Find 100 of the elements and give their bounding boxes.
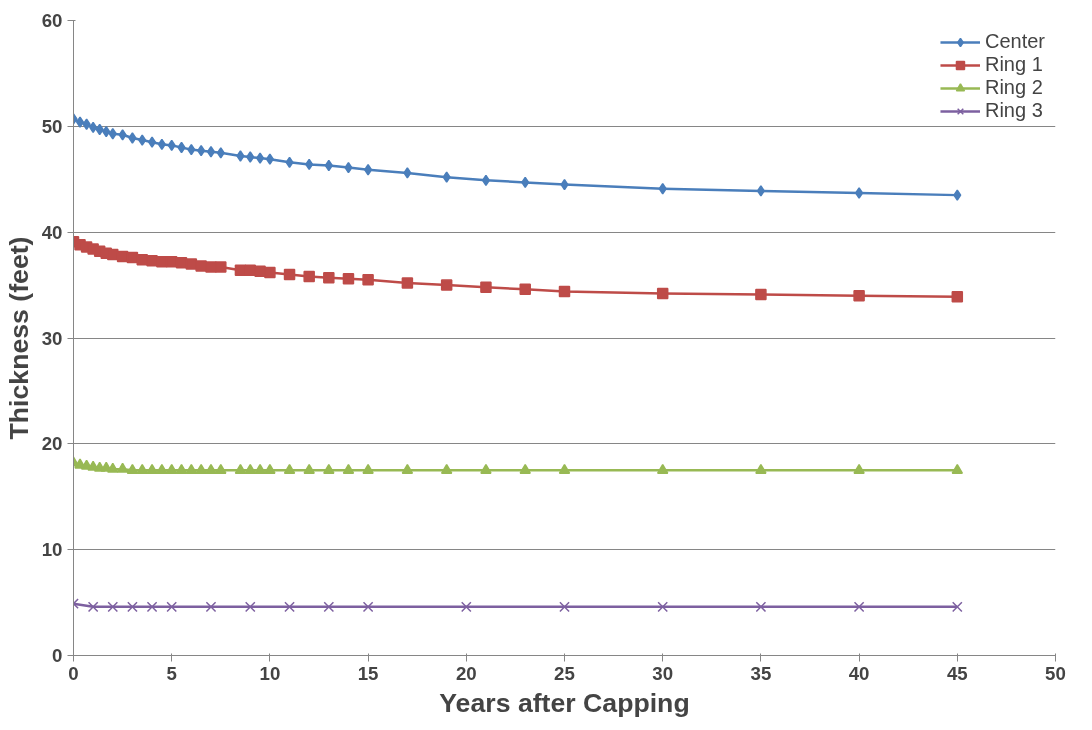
point bbox=[853, 463, 865, 474]
point bbox=[205, 463, 217, 474]
point bbox=[156, 463, 168, 474]
point bbox=[195, 260, 207, 272]
point bbox=[481, 174, 491, 187]
x-tick-label: 20 bbox=[455, 662, 477, 684]
point bbox=[256, 152, 265, 164]
point bbox=[519, 463, 531, 474]
point bbox=[244, 601, 256, 613]
point bbox=[755, 463, 767, 474]
point bbox=[303, 270, 315, 283]
point bbox=[303, 463, 315, 474]
point bbox=[234, 463, 247, 474]
x-tick-label: 35 bbox=[750, 662, 772, 684]
point bbox=[519, 283, 531, 296]
point bbox=[342, 463, 355, 474]
legend-label: Ring 2 bbox=[984, 76, 1043, 99]
point bbox=[82, 118, 91, 130]
point bbox=[195, 463, 207, 474]
point bbox=[264, 463, 276, 474]
point bbox=[205, 601, 217, 613]
x-axis-title: Years after Capping bbox=[439, 687, 690, 718]
point bbox=[362, 274, 374, 286]
point bbox=[853, 601, 865, 613]
y-tick-label: 50 bbox=[41, 115, 63, 137]
point bbox=[128, 132, 137, 144]
point bbox=[755, 601, 767, 613]
point bbox=[215, 463, 227, 474]
x-tick-label: 15 bbox=[357, 662, 379, 684]
point bbox=[401, 463, 414, 474]
point bbox=[246, 151, 255, 163]
x-tick-label: 10 bbox=[259, 662, 281, 684]
point bbox=[175, 463, 188, 474]
point bbox=[401, 277, 414, 289]
point bbox=[205, 261, 217, 273]
point bbox=[460, 601, 472, 613]
point bbox=[323, 463, 335, 474]
point bbox=[853, 289, 865, 302]
point bbox=[756, 185, 765, 197]
legend-label: Center bbox=[984, 30, 1045, 53]
point bbox=[215, 261, 227, 273]
y-tick-label: 0 bbox=[52, 645, 63, 666]
y-tick-label: 60 bbox=[41, 10, 63, 31]
point bbox=[657, 601, 669, 613]
point bbox=[855, 187, 864, 199]
y-tick-label: 20 bbox=[41, 433, 63, 455]
x-tick-label: 5 bbox=[166, 662, 177, 684]
point bbox=[656, 287, 669, 300]
y-axis-title: Thickness (feet) bbox=[3, 236, 34, 440]
point bbox=[126, 463, 139, 474]
y-tick-label: 10 bbox=[41, 539, 63, 561]
point bbox=[284, 601, 295, 613]
point bbox=[146, 463, 158, 474]
x-tick-label: 40 bbox=[848, 662, 870, 684]
point bbox=[147, 136, 157, 148]
point bbox=[323, 601, 335, 613]
y-tick-label: 40 bbox=[41, 221, 63, 243]
point bbox=[953, 189, 962, 201]
point bbox=[138, 134, 147, 146]
point bbox=[442, 171, 451, 183]
point bbox=[559, 601, 570, 613]
point bbox=[116, 462, 129, 473]
point bbox=[480, 463, 492, 474]
point bbox=[254, 463, 266, 474]
point bbox=[658, 183, 667, 195]
point bbox=[951, 290, 964, 303]
y-tick-label: 30 bbox=[41, 327, 63, 349]
point bbox=[558, 285, 571, 298]
point bbox=[175, 257, 188, 269]
point bbox=[440, 279, 453, 291]
point bbox=[656, 463, 669, 474]
x-tick-label: 25 bbox=[554, 662, 575, 684]
point bbox=[951, 463, 964, 474]
point bbox=[342, 272, 355, 285]
point bbox=[166, 601, 178, 613]
point bbox=[440, 463, 453, 474]
point bbox=[107, 462, 119, 473]
point bbox=[236, 150, 245, 162]
point bbox=[755, 288, 767, 301]
point bbox=[146, 601, 158, 613]
point bbox=[136, 463, 148, 474]
point bbox=[265, 153, 274, 165]
point bbox=[403, 167, 412, 179]
point bbox=[558, 463, 571, 474]
point bbox=[362, 463, 374, 474]
point bbox=[165, 256, 178, 268]
point bbox=[283, 268, 296, 281]
x-tick-label: 45 bbox=[946, 662, 968, 684]
point bbox=[264, 266, 276, 279]
point bbox=[75, 116, 85, 128]
point bbox=[206, 145, 216, 158]
point bbox=[87, 601, 99, 613]
legend-label: Ring 3 bbox=[984, 99, 1043, 122]
point bbox=[118, 129, 127, 141]
point bbox=[951, 601, 963, 613]
point bbox=[323, 271, 335, 284]
point bbox=[283, 463, 296, 474]
legend-label: Ring 1 bbox=[984, 53, 1043, 76]
point bbox=[127, 601, 138, 613]
point bbox=[107, 601, 119, 613]
